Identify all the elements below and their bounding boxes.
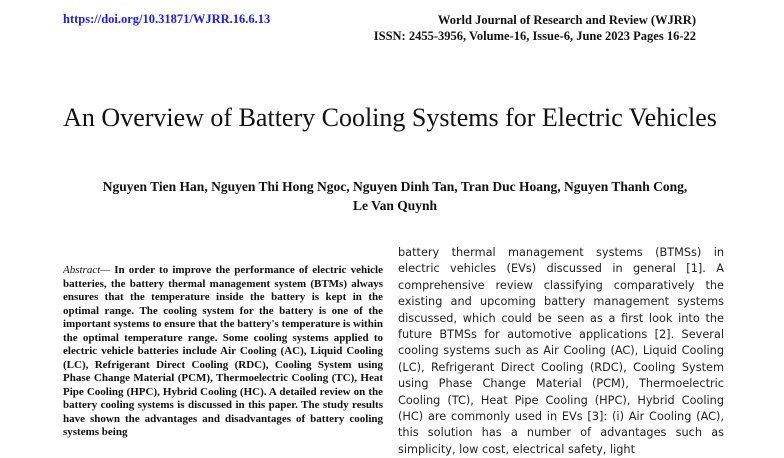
author-list: Nguyen Tien Han, Nguyen Thi Hong Ngoc, N… [102, 179, 688, 213]
paper-title: An Overview of Battery Cooling Systems f… [63, 103, 717, 133]
body-column-2: battery thermal management systems (BTMS… [398, 246, 724, 456]
journal-issue: ISSN: 2455-3956, Volume-16, Issue-6, Jun… [373, 29, 696, 43]
journal-header: World Journal of Research and Review (WJ… [374, 12, 696, 44]
doi-link[interactable]: https://doi.org/10.31871/WJRR.16.6.13 [63, 12, 271, 26]
abstract: Abstract— In order to improve the perfor… [63, 264, 383, 440]
journal-name: World Journal of Research and Review (WJ… [437, 13, 696, 27]
abstract-text: In order to improve the performance of e… [63, 264, 383, 438]
abstract-label: Abstract— [63, 264, 111, 276]
